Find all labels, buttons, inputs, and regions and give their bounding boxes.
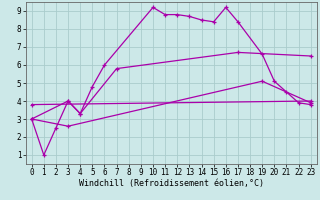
X-axis label: Windchill (Refroidissement éolien,°C): Windchill (Refroidissement éolien,°C) [79,179,264,188]
